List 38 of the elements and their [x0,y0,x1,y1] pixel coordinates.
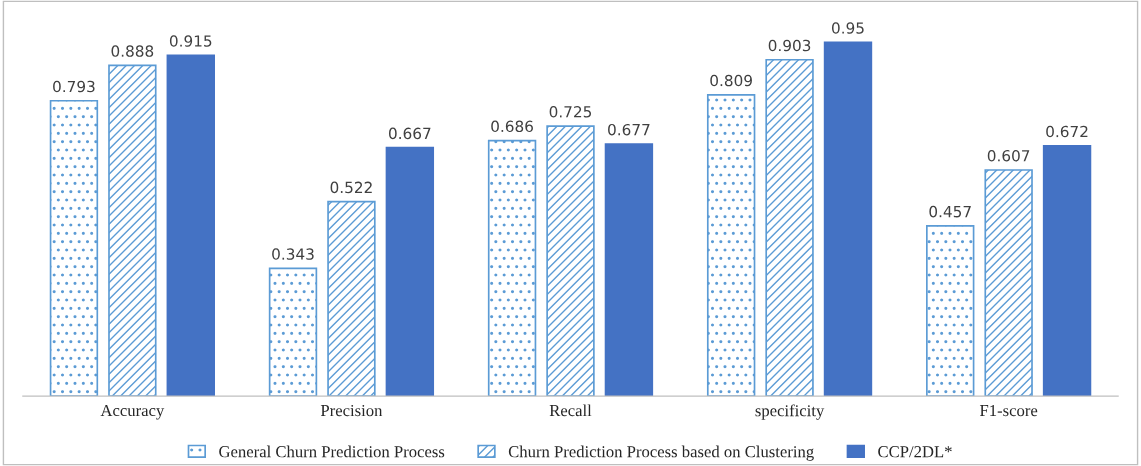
data-label: 0.725 [549,106,592,118]
bar [385,146,435,397]
bar [604,143,654,397]
bar [546,125,595,397]
data-label: 0.457 [929,205,971,218]
x-tick-label: specificity [755,404,825,420]
bar [706,93,756,397]
x-tick-label: Recall [549,404,592,417]
data-label: 0.888 [111,45,154,57]
bar [487,139,537,397]
data-label: 0.607 [987,149,1030,162]
bar [108,64,157,397]
legend-label: General Churn Prediction Process [219,445,445,458]
legend-label: CCP/2DL* [878,446,952,458]
bar [765,58,814,397]
data-label: 0.686 [491,120,533,133]
data-label: 0.672 [1046,125,1088,138]
data-label: 0.95 [831,22,864,34]
x-tick-label: Precision [320,404,383,417]
x-tick-label: Accuracy [100,404,165,420]
bar [926,225,975,397]
bar [823,41,873,397]
data-label: 0.903 [768,39,811,52]
legend-label: Churn Prediction Process based on Clustering [508,445,814,461]
bar [984,169,1033,397]
bar [1042,144,1092,397]
data-label: 0.522 [330,181,372,194]
bar [268,267,318,397]
data-label: 0.809 [710,74,752,87]
data-label: 0.793 [53,80,95,93]
data-label: 0.343 [272,248,314,260]
bar [166,54,215,397]
x-tick-label: F1-score [979,405,1038,417]
data-label: 0.677 [608,123,650,136]
bar [49,99,99,397]
bar [327,200,376,397]
data-label: 0.915 [169,35,212,47]
data-label: 0.667 [388,127,431,140]
